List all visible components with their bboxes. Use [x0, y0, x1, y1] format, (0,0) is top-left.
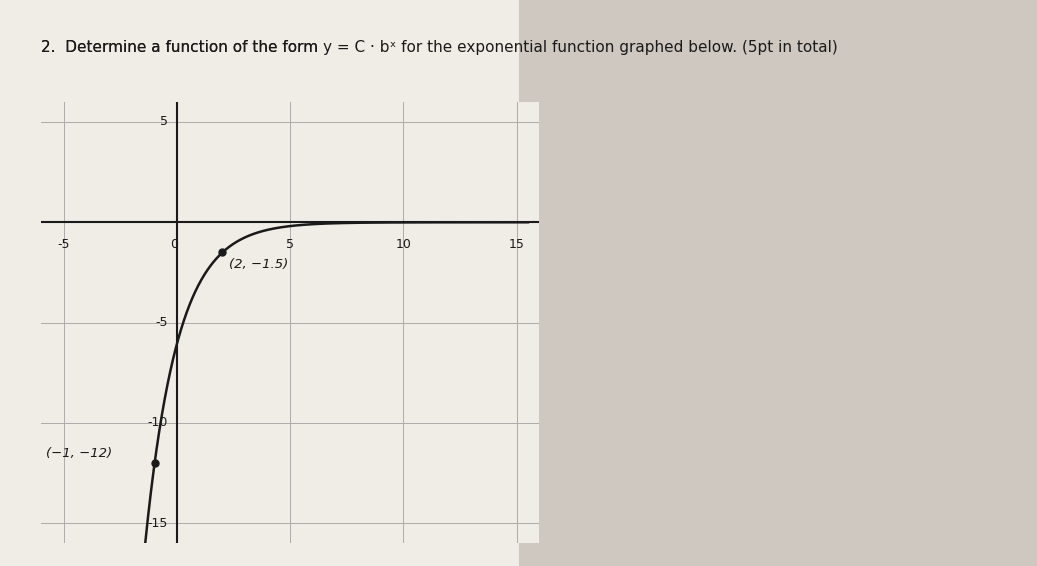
- Text: -5: -5: [156, 316, 168, 329]
- Text: 15: 15: [509, 238, 525, 251]
- Text: 5: 5: [286, 238, 295, 251]
- Text: 5: 5: [160, 115, 168, 128]
- Text: -15: -15: [148, 517, 168, 530]
- Text: -10: -10: [148, 417, 168, 430]
- Text: (2, −1.5): (2, −1.5): [229, 259, 288, 272]
- Text: 2.  Determine a function of the form y = C · bˣ for the exponential function gra: 2. Determine a function of the form y = …: [41, 40, 838, 55]
- Text: 2.  Determine a function of the form: 2. Determine a function of the form: [41, 40, 324, 55]
- Text: (−1, −12): (−1, −12): [46, 447, 112, 460]
- Text: 10: 10: [395, 238, 412, 251]
- Text: -5: -5: [58, 238, 71, 251]
- Text: 0: 0: [170, 238, 177, 251]
